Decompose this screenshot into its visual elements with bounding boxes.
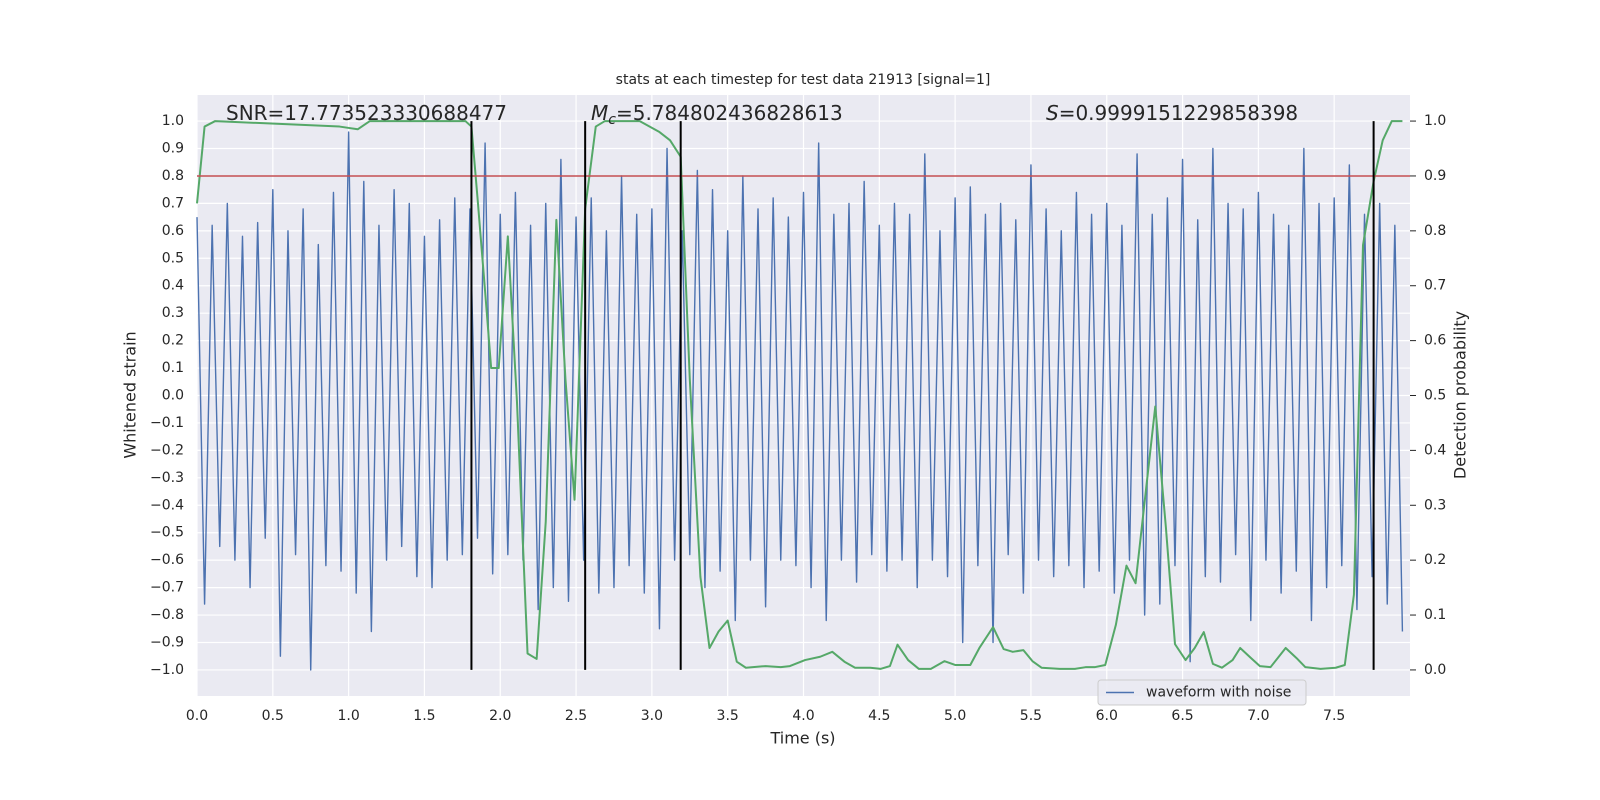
y-tick-label: 0.2 xyxy=(162,333,184,349)
y2-tick-label: 0.4 xyxy=(1424,442,1446,458)
y2-tick-label: 0.9 xyxy=(1424,168,1446,184)
x-tick-label: 7.0 xyxy=(1247,708,1269,724)
x-tick-label: 0.5 xyxy=(262,708,284,724)
x-tick-label: 4.5 xyxy=(868,708,890,724)
y-tick-label: 0.6 xyxy=(162,223,184,239)
y2-tick-label: 0.2 xyxy=(1424,552,1446,568)
y2-tick-label: 0.8 xyxy=(1424,223,1446,239)
y-tick-label: 0.1 xyxy=(162,360,184,376)
y-tick-label: 0.8 xyxy=(162,168,184,184)
x-tick-label: 5.0 xyxy=(944,708,966,724)
chart-title: stats at each timestep for test data 219… xyxy=(616,72,991,88)
y-tick-label: −0.7 xyxy=(150,580,184,596)
annotation-text: SNR=17.773523330688477 xyxy=(226,101,507,125)
y-tick-label: 0.5 xyxy=(162,250,184,266)
x-tick-label: 6.5 xyxy=(1171,708,1193,724)
annotation-text: =5.784802436828613 xyxy=(616,101,843,125)
y-tick-label: −0.1 xyxy=(150,415,184,431)
y2-tick-label: 1.0 xyxy=(1424,113,1446,129)
x-tick-label: 1.0 xyxy=(337,708,359,724)
x-tick-label: 6.0 xyxy=(1096,708,1118,724)
x-tick-label: 1.5 xyxy=(413,708,435,724)
annotation-subscript: c xyxy=(608,112,616,128)
y-tick-label: −1.0 xyxy=(150,662,184,678)
x-tick-label: 7.5 xyxy=(1323,708,1345,724)
annotation: Mc=5.784802436828613 xyxy=(591,101,843,129)
series-line xyxy=(196,120,1403,670)
y-tick-label: −0.2 xyxy=(150,442,184,458)
annotation: SNR=17.773523330688477 xyxy=(226,101,507,125)
annotation-symbol: M xyxy=(591,101,608,125)
y-tick-label: 0.3 xyxy=(162,305,184,321)
x-tick-label: 2.5 xyxy=(565,708,587,724)
y-tick-label: −0.3 xyxy=(150,470,184,486)
y2-tick-label: 0.0 xyxy=(1424,662,1446,678)
legend-label: waveform with noise xyxy=(1146,685,1291,701)
x-tick-label: 3.5 xyxy=(717,708,739,724)
y-tick-label: 0.7 xyxy=(162,195,184,211)
y-tick-label: 0.0 xyxy=(162,388,184,404)
y2-tick-label: 0.7 xyxy=(1424,278,1446,294)
y-tick-label: −0.9 xyxy=(150,634,184,650)
x-tick-label: 0.0 xyxy=(186,708,208,724)
y2-axis-label: Detection probability xyxy=(1451,311,1470,479)
x-axis-label: Time (s) xyxy=(769,729,835,748)
annotation-text: =0.9999151229858398 xyxy=(1059,101,1298,125)
annotation: S=0.9999151229858398 xyxy=(1046,101,1298,125)
y2-tick-label: 0.6 xyxy=(1424,333,1446,349)
x-tick-label: 3.0 xyxy=(641,708,663,724)
y2-tick-label: 0.5 xyxy=(1424,388,1446,404)
y-axis-label: Whitened strain xyxy=(121,331,140,458)
x-tick-label: 4.0 xyxy=(792,708,814,724)
y-tick-label: 0.4 xyxy=(162,278,184,294)
y2-tick-label: 0.3 xyxy=(1424,497,1446,513)
x-tick-label: 2.0 xyxy=(489,708,511,724)
y-tick-label: −0.4 xyxy=(150,497,184,513)
legend-box xyxy=(1097,679,1307,706)
x-tick-label: 5.5 xyxy=(1020,708,1042,724)
series-line xyxy=(196,131,1404,671)
y2-tick-label: 0.1 xyxy=(1424,607,1446,623)
y-tick-label: −0.5 xyxy=(150,525,184,541)
annotation-symbol: S xyxy=(1046,101,1059,125)
y-tick-label: −0.6 xyxy=(150,552,184,568)
y-tick-label: 1.0 xyxy=(162,113,184,129)
y-tick-label: 0.9 xyxy=(162,141,184,157)
y-tick-label: −0.8 xyxy=(150,607,184,623)
